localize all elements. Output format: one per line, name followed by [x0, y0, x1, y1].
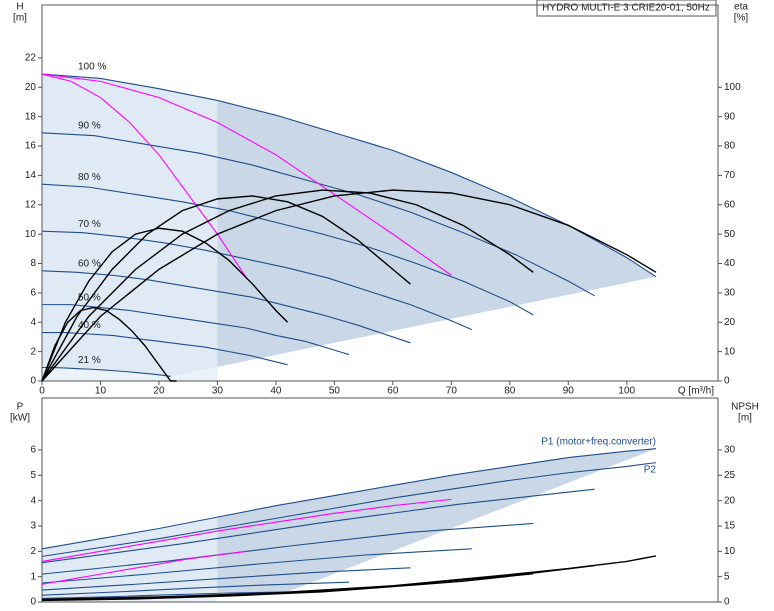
y2-tick-label: 80	[724, 141, 736, 152]
y-tick-label: 1	[30, 571, 36, 582]
curve	[41, 522, 534, 575]
y-tick-label: 0	[30, 376, 36, 387]
curve	[41, 189, 534, 382]
y-axis-unit: [kW]	[10, 413, 30, 424]
operating-area-light	[42, 74, 218, 381]
curve	[41, 581, 350, 596]
x-tick-label: 10	[95, 386, 107, 397]
y-tick-label: 10	[25, 229, 37, 240]
y2-tick-label: 10	[724, 546, 736, 557]
curve-label: 80 %	[78, 172, 101, 183]
y-tick-label: 4	[30, 495, 36, 506]
curve	[42, 304, 350, 356]
y2-axis-unit: [%]	[734, 13, 749, 24]
y-tick-label: 14	[25, 170, 37, 181]
curve-label: 60 %	[78, 258, 101, 269]
y-tick-label: 20	[25, 82, 37, 93]
curve	[41, 572, 534, 602]
y-tick-label: 2	[30, 546, 36, 557]
x-axis-label: Q [m³/h]	[678, 386, 714, 397]
y-tick-label: 2	[30, 346, 36, 357]
y2-tick-label: 20	[724, 495, 736, 506]
curve-label: 21 %	[78, 355, 101, 366]
x-tick-label: 50	[329, 386, 341, 397]
y-axis-unit: [m]	[13, 13, 27, 24]
y2-tick-label: 90	[724, 111, 736, 122]
curve	[41, 550, 247, 585]
curve	[41, 498, 452, 562]
curve-label: 50 %	[78, 292, 101, 303]
curve	[41, 548, 472, 584]
y2-tick-label: 30	[724, 445, 736, 456]
y2-tick-label: 10	[724, 346, 736, 357]
curve	[41, 73, 248, 279]
chart-title: HYDRO MULTI-E 3 CRIE20-01, 50Hz	[542, 3, 710, 14]
x-tick-label: 20	[153, 386, 165, 397]
y-tick-label: 18	[25, 111, 37, 122]
curve	[41, 462, 657, 557]
curve	[41, 230, 473, 331]
y-axis-label: H	[16, 2, 23, 13]
y-tick-label: 22	[25, 53, 37, 64]
y-tick-label: 12	[25, 199, 37, 210]
y-tick-label: 0	[30, 597, 36, 608]
curve	[41, 306, 177, 382]
y-tick-label: 8	[30, 258, 36, 269]
x-tick-label: 30	[212, 386, 224, 397]
legend-label: P2	[644, 464, 657, 475]
y2-tick-label: 15	[724, 521, 736, 532]
y-tick-label: 16	[25, 141, 37, 152]
y2-tick-label: 70	[724, 170, 736, 181]
curve-label: 100 %	[78, 62, 106, 73]
curve-label: 70 %	[78, 219, 101, 230]
x-tick-label: 70	[446, 386, 458, 397]
y2-tick-label: 50	[724, 229, 736, 240]
x-tick-label: 60	[387, 386, 399, 397]
curve	[41, 183, 534, 316]
y2-tick-label: 0	[724, 376, 730, 387]
y2-axis-label: NPSH	[731, 402, 759, 413]
x-tick-label: 90	[563, 386, 575, 397]
curve	[41, 227, 289, 382]
y-tick-label: 3	[30, 521, 36, 532]
x-tick-label: 40	[270, 386, 282, 397]
x-tick-label: 100	[618, 386, 635, 397]
curve-label: 40 %	[78, 320, 101, 331]
y2-tick-label: 30	[724, 288, 736, 299]
curve	[41, 195, 411, 382]
plot-frame	[41, 397, 719, 603]
y-tick-label: 6	[30, 445, 36, 456]
y2-tick-label: 0	[724, 597, 730, 608]
y2-tick-label: 25	[724, 470, 736, 481]
y-tick-label: 6	[30, 288, 36, 299]
y2-tick-label: 5	[724, 571, 730, 582]
y2-axis-unit: [m]	[738, 413, 752, 424]
curve-label: 90 %	[78, 120, 101, 131]
curve	[41, 567, 411, 591]
curve	[41, 132, 595, 297]
curve	[41, 73, 452, 276]
title-box	[536, 0, 717, 17]
y2-tick-label: 100	[724, 82, 741, 93]
x-tick-label: 80	[504, 386, 516, 397]
curve	[41, 591, 288, 600]
y2-tick-label: 20	[724, 317, 736, 328]
x-tick-label: 0	[39, 386, 45, 397]
y2-tick-label: 60	[724, 199, 736, 210]
legend-label: P1 (motor+freq.converter)	[541, 436, 656, 447]
plot-frame	[41, 4, 719, 382]
curve	[41, 488, 595, 564]
curve	[41, 366, 171, 377]
y-axis-label: P	[17, 402, 24, 413]
y-tick-label: 4	[30, 317, 36, 328]
curve	[41, 270, 411, 344]
curve	[41, 448, 657, 550]
y2-tick-label: 40	[724, 258, 736, 269]
y2-axis-label: eta	[734, 2, 748, 13]
y-tick-label: 5	[30, 470, 36, 481]
